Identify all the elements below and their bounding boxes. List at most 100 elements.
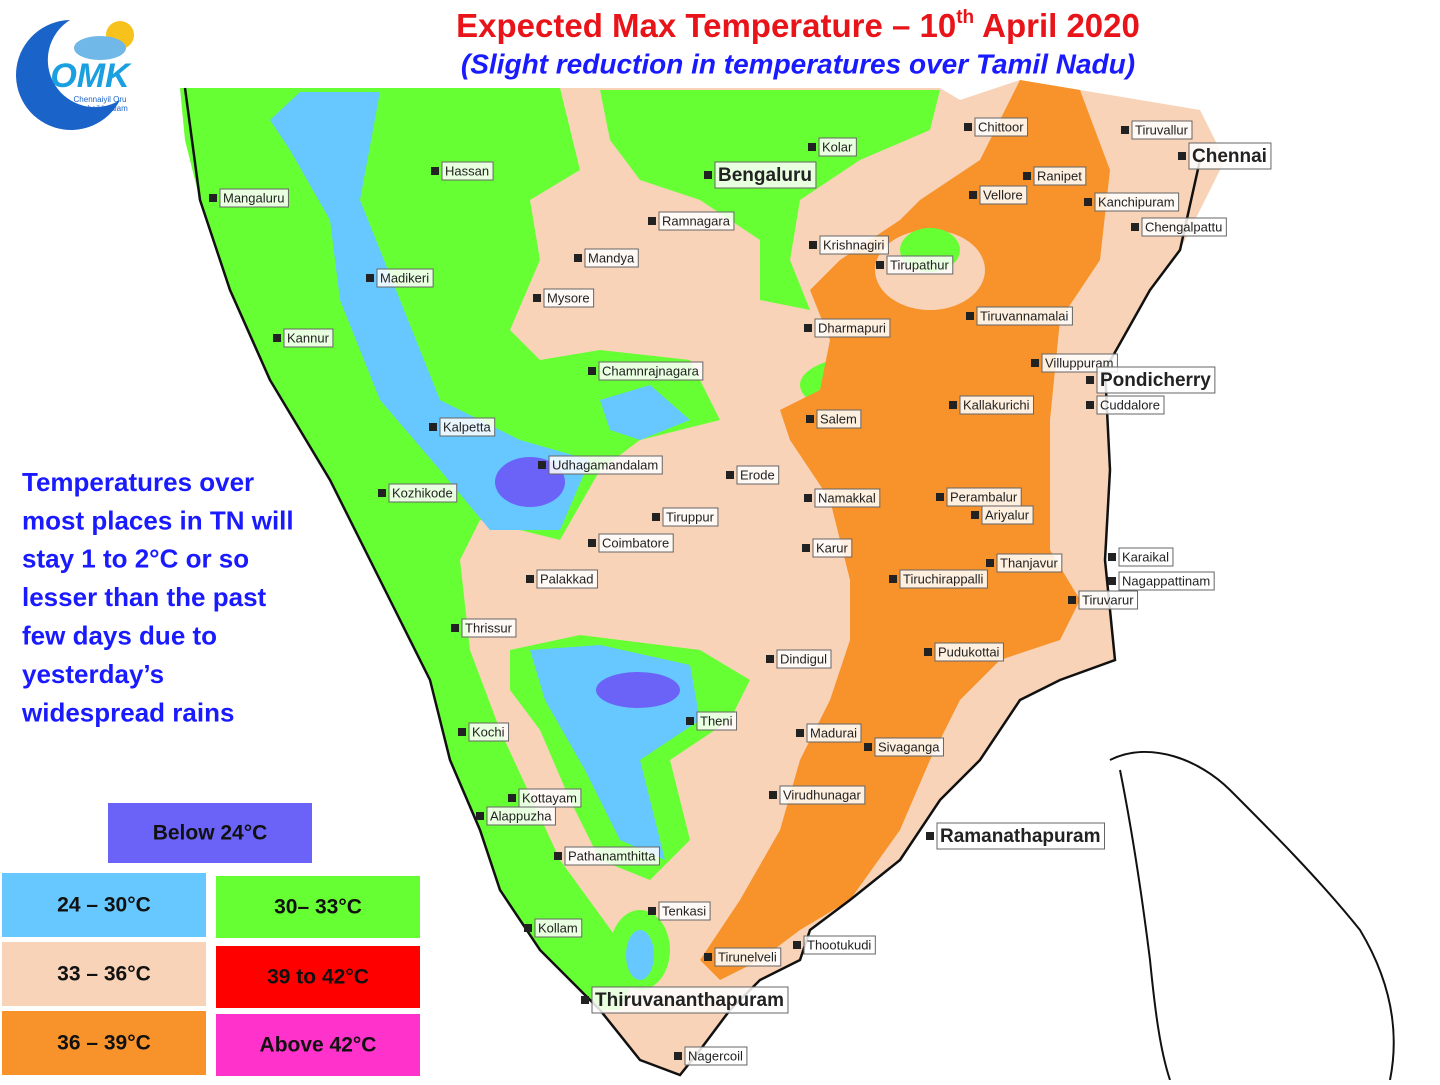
- zone-below-24-kodai: [596, 672, 680, 708]
- city-label: Krishnagiri: [823, 237, 885, 252]
- city-label-box: [536, 569, 598, 589]
- city-label: Kallakurichi: [963, 397, 1030, 412]
- city: Chennai: [1178, 142, 1272, 170]
- legend-swatch: [216, 1014, 420, 1076]
- city-label-box: [779, 785, 866, 805]
- legend-label: 33 – 36°C: [57, 963, 151, 986]
- city-marker: [793, 941, 801, 949]
- zone-24-30-south: [626, 930, 654, 980]
- city-label: Cuddalore: [1100, 397, 1160, 412]
- city-marker: [588, 539, 596, 547]
- note-line: widespread rains: [21, 697, 234, 727]
- city-label-box: [376, 268, 434, 288]
- legend-label: Above 42°C: [260, 1034, 377, 1057]
- city-marker: [538, 461, 546, 469]
- city-marker: [1031, 359, 1039, 367]
- city-label-box: [874, 737, 944, 757]
- city: Tirupathur: [876, 255, 954, 275]
- city-label-box: [543, 288, 595, 308]
- city: Nagercoil: [674, 1046, 748, 1066]
- city-label-box: [441, 161, 494, 181]
- city: Hassan: [431, 161, 494, 181]
- city-marker: [969, 191, 977, 199]
- city: Madurai: [796, 723, 862, 743]
- zone-36-39: [700, 80, 1110, 980]
- city: Thootukudi: [793, 935, 876, 955]
- city-marker: [588, 367, 596, 375]
- city-label: Dindigul: [780, 651, 827, 666]
- city: Dindigul: [766, 649, 832, 669]
- city-label: Pudukottai: [938, 644, 1000, 659]
- city-marker: [533, 294, 541, 302]
- city-label-box: [1078, 590, 1139, 610]
- city-label-box: [1033, 166, 1087, 186]
- title-text: April 2020: [974, 7, 1140, 44]
- city-label: Tiruchirappalli: [903, 571, 984, 586]
- city: Cuddalore: [1086, 395, 1165, 415]
- city-label-box: [996, 553, 1063, 573]
- city-marker: [1023, 172, 1031, 180]
- zone-below-24-ooty: [495, 457, 565, 507]
- logo-moon: [16, 20, 121, 130]
- city-marker: [802, 544, 810, 552]
- city-label-box: [959, 395, 1034, 415]
- city-label-box: [1118, 571, 1215, 591]
- legend-label: 24 – 30°C: [57, 894, 151, 917]
- city-marker: [476, 812, 484, 820]
- city-label: Udhagamandalam: [552, 457, 658, 472]
- city-label: Tirunelveli: [718, 949, 777, 964]
- city-marker: [769, 791, 777, 799]
- city: Vellore: [969, 185, 1028, 205]
- city-marker: [648, 907, 656, 915]
- city-marker: [209, 194, 217, 202]
- city-label: Karaikal: [1122, 549, 1169, 564]
- city-label-box: [974, 117, 1029, 137]
- note-line: Temperatures over: [22, 467, 254, 497]
- city-label: Dharmapuri: [818, 320, 886, 335]
- city: Perambalur: [936, 487, 1022, 507]
- city: Kalpetta: [429, 417, 496, 437]
- logo: OMK Chennaiyil Oru Mazhaikkaalam: [16, 20, 134, 130]
- city-label-box: [714, 947, 782, 967]
- city-label: Hassan: [445, 163, 489, 178]
- city-marker: [1121, 126, 1129, 134]
- city-label: Coimbatore: [602, 535, 669, 550]
- city-label: Pathanamthitta: [568, 848, 656, 863]
- city-label-box: [486, 806, 556, 826]
- note-line: stay 1 to 2°C or so: [22, 544, 249, 574]
- city-label: Mysore: [547, 290, 590, 305]
- city: Kottayam: [508, 788, 582, 808]
- city-marker: [526, 575, 534, 583]
- city-label-box: [696, 711, 738, 731]
- note-line: lesser than the past: [22, 582, 267, 612]
- title-text: Expected Max Temperature – 10: [456, 7, 956, 44]
- city-label-box: [934, 642, 1004, 662]
- city-label: Tiruvallur: [1135, 122, 1189, 137]
- zone-30-33-coast: [180, 88, 720, 1010]
- city-label: Kolar: [822, 139, 853, 154]
- city-label-box: [591, 986, 789, 1014]
- city-label: Madikeri: [380, 270, 429, 285]
- city-label: Nagappattinam: [1122, 573, 1210, 588]
- city-label-box: [684, 1046, 748, 1066]
- city-label: Ramanathapuram: [940, 826, 1101, 847]
- city-marker: [964, 123, 972, 131]
- city: Erode: [726, 465, 780, 485]
- city-label: Ranipet: [1037, 168, 1082, 183]
- city: Thrissur: [451, 618, 517, 638]
- city-marker: [704, 953, 712, 961]
- city-label: Virudhunagar: [783, 787, 861, 802]
- city-label-box: [564, 846, 660, 866]
- city-label: Salem: [820, 411, 857, 426]
- legend-swatch: [108, 803, 312, 863]
- city: Udhagamandalam: [538, 455, 663, 475]
- city-label-box: [584, 248, 639, 268]
- legend: Below 24°C 24 – 30°C 30– 33°C 33 – 36°C 39 t…: [2, 803, 420, 1076]
- city: Kochi: [458, 722, 510, 742]
- city-label: Tiruvannamalai: [980, 308, 1069, 323]
- city-label: Ariyalur: [985, 507, 1030, 522]
- city-label-box: [819, 235, 889, 255]
- city-label: Thiruvananthapuram: [595, 990, 784, 1011]
- city-marker: [1108, 553, 1116, 561]
- city: Tiruvarur: [1068, 590, 1139, 610]
